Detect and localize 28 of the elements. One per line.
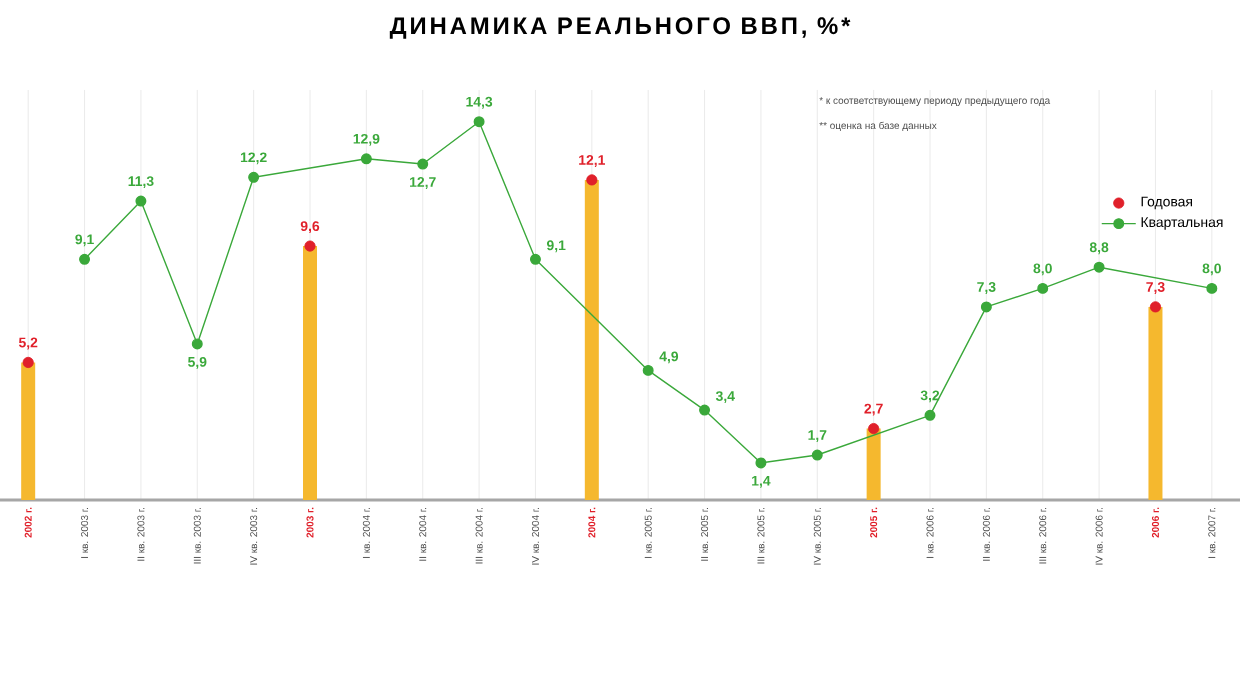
chart-title: ДИНАМИКА РЕАЛЬНОГО ВВП, %*	[389, 17, 851, 39]
point	[642, 364, 654, 376]
point	[135, 195, 147, 207]
point	[248, 171, 260, 183]
point	[1149, 301, 1162, 313]
point	[868, 423, 880, 435]
bar	[584, 179, 599, 500]
point	[360, 153, 372, 165]
point	[1093, 261, 1105, 273]
point	[924, 409, 936, 421]
point	[980, 301, 992, 313]
point	[304, 240, 316, 252]
point	[586, 174, 598, 186]
point	[755, 457, 767, 469]
point	[22, 356, 34, 369]
bar	[866, 428, 881, 500]
point	[417, 158, 429, 170]
point	[79, 253, 91, 265]
point	[811, 449, 823, 461]
point	[473, 116, 485, 128]
point	[191, 338, 203, 350]
point	[699, 404, 711, 416]
point	[1206, 282, 1218, 294]
point	[1037, 282, 1049, 294]
point	[529, 253, 541, 265]
bar	[21, 362, 36, 500]
bar	[303, 246, 317, 500]
bar	[1148, 306, 1163, 500]
